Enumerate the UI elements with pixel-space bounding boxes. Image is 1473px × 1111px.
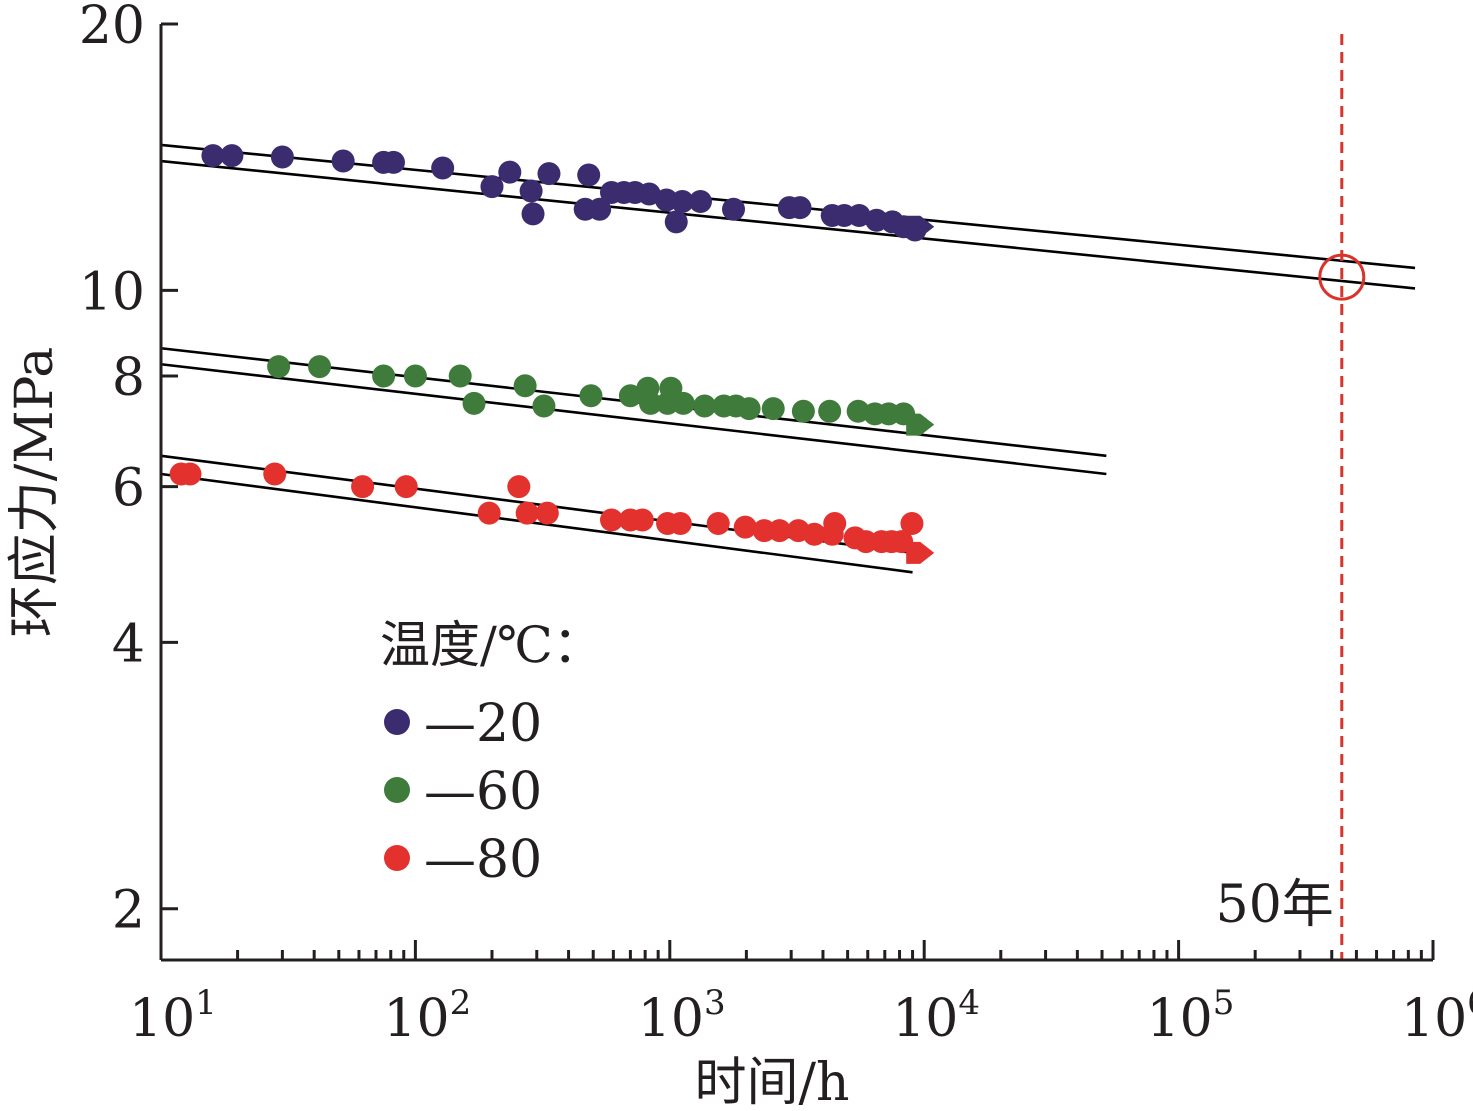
- y-axis-ticks: 2 4 6 8 10 20: [79, 0, 178, 941]
- legend-marker-60: [384, 777, 410, 803]
- x-tick-label: 102: [383, 983, 471, 1049]
- data-point-80: [263, 462, 287, 486]
- legend: 温度/℃： —20 —60 —80: [380, 616, 603, 890]
- data-point-80: [668, 512, 692, 536]
- data-point-60: [403, 364, 427, 388]
- data-point-60: [448, 364, 472, 388]
- data-point-60: [659, 376, 683, 400]
- data-points: [169, 144, 935, 564]
- data-point-20: [201, 144, 225, 168]
- data-point-20: [847, 203, 871, 227]
- runout-arrow-80: [906, 541, 935, 564]
- data-point-60: [308, 355, 332, 379]
- data-point-80: [630, 508, 654, 532]
- data-point-80: [600, 508, 624, 532]
- data-point-60: [639, 391, 663, 415]
- data-point-20: [577, 163, 601, 187]
- x-tick-label: 105: [1147, 983, 1235, 1049]
- data-point-60: [267, 355, 291, 379]
- fifty-year-annotation: 50年: [1216, 34, 1366, 960]
- y-tick-label: 6: [112, 459, 145, 519]
- data-point-80: [768, 519, 792, 543]
- data-point-60: [791, 399, 815, 423]
- data-point-20: [788, 196, 812, 220]
- data-point-20: [688, 190, 712, 214]
- data-point-20: [664, 210, 688, 234]
- legend-label-80: —80: [424, 830, 542, 890]
- data-point-20: [670, 190, 694, 214]
- data-point-80: [178, 462, 202, 486]
- x-tick-label: 106: [1401, 983, 1473, 1049]
- data-point-20: [480, 175, 504, 199]
- legend-marker-20: [384, 709, 410, 735]
- x-axis-ticks: 101 102 103 104 105 106: [129, 940, 1473, 1049]
- data-point-20: [498, 160, 522, 184]
- data-point-60: [372, 364, 396, 388]
- data-point-20: [381, 150, 405, 174]
- legend-title: 温度/℃：: [380, 616, 603, 674]
- data-point-80: [515, 501, 539, 525]
- data-point-20: [521, 202, 545, 226]
- x-axis-title: 时间/h: [694, 1053, 849, 1111]
- data-point-80: [507, 475, 531, 499]
- y-tick-label: 20: [79, 0, 145, 56]
- runout-arrow-20: [906, 215, 935, 238]
- data-point-20: [431, 156, 455, 180]
- data-point-20: [537, 162, 561, 186]
- x-tick-label: 101: [129, 983, 217, 1049]
- data-point-20: [722, 197, 746, 221]
- fit-line-60: [160, 362, 1107, 476]
- data-point-80: [351, 475, 375, 499]
- data-point-80: [535, 501, 559, 525]
- y-axis-title: 环应力/MPa: [5, 347, 65, 637]
- data-point-80: [900, 512, 924, 536]
- data-point-80: [477, 501, 501, 525]
- data-point-20: [270, 145, 294, 169]
- data-point-60: [513, 374, 537, 398]
- data-point-20: [588, 197, 612, 221]
- fit-line-20: [160, 159, 1416, 290]
- legend-marker-80: [384, 845, 410, 871]
- data-point-80: [733, 515, 757, 539]
- data-point-60: [462, 391, 486, 415]
- y-tick-label: 8: [112, 348, 145, 408]
- data-point-80: [394, 475, 418, 499]
- data-point-20: [331, 149, 355, 173]
- data-point-60: [818, 399, 842, 423]
- data-point-60: [579, 384, 603, 408]
- legend-label-60: —60: [424, 762, 542, 822]
- fifty-year-intersection-marker: [1318, 253, 1366, 301]
- data-point-60: [671, 391, 695, 415]
- runout-arrow-60: [906, 413, 935, 436]
- data-point-80: [802, 522, 826, 546]
- data-point-80: [706, 512, 730, 536]
- x-tick-label: 103: [638, 983, 726, 1049]
- legend-label-20: —20: [424, 694, 542, 754]
- x-tick-label: 104: [892, 983, 980, 1049]
- data-point-80: [823, 512, 847, 536]
- data-point-60: [693, 394, 717, 418]
- y-tick-label: 4: [112, 614, 145, 674]
- data-point-60: [532, 394, 556, 418]
- data-point-60: [737, 397, 761, 421]
- y-tick-label: 10: [79, 262, 145, 322]
- data-point-60: [761, 397, 785, 421]
- data-point-20: [220, 144, 244, 168]
- data-point-60: [618, 384, 642, 408]
- fifty-year-label: 50年: [1216, 875, 1334, 935]
- fit-line-80: [160, 472, 913, 574]
- axes: [159, 24, 1433, 962]
- data-point-20: [519, 179, 543, 203]
- y-tick-label: 2: [112, 881, 145, 941]
